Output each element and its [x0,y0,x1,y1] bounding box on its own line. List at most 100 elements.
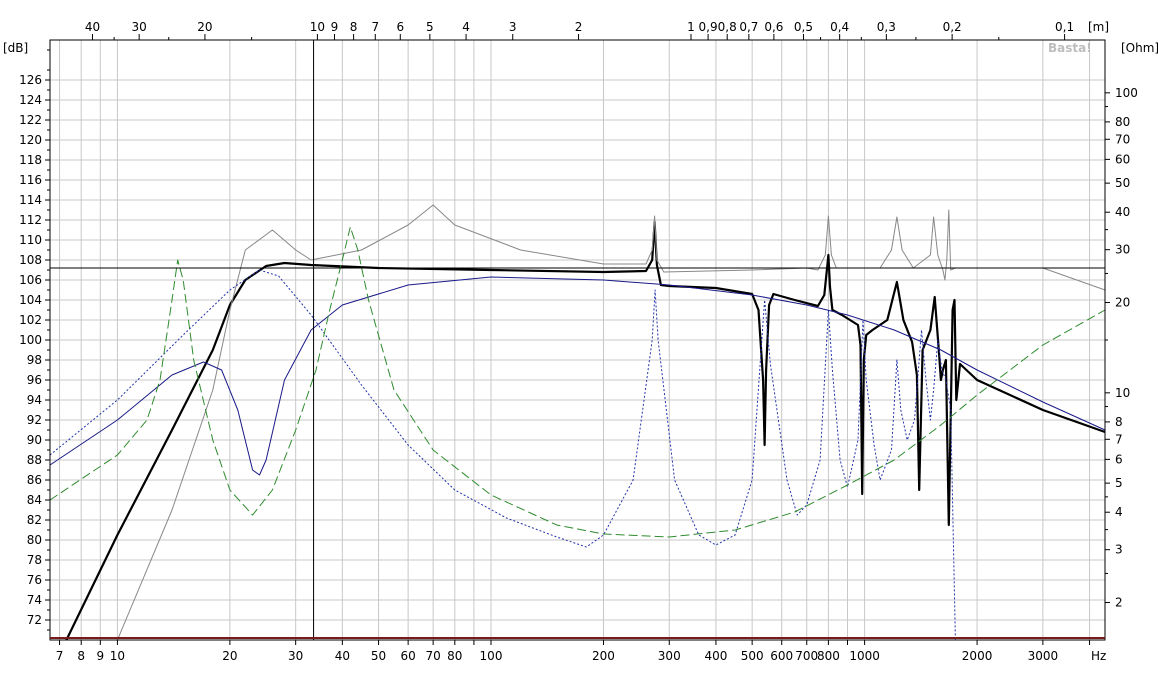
y-tick-label: 106 [19,273,42,287]
series-line-4 [49,269,956,641]
top-tick-label: 2 [575,20,583,34]
x-tick-label: 600 [770,649,793,663]
x-tick-label: 8 [77,649,85,663]
x-tick-label: 9 [97,649,105,663]
x-tick-label: 50 [371,649,386,663]
x-tick-label: 300 [658,649,681,663]
y-tick-label: 84 [27,493,42,507]
y2-tick-label: 3 [1115,543,1123,557]
x-tick-label: 500 [741,649,764,663]
x-tick-label: 200 [592,649,615,663]
y-tick-label: 72 [27,613,42,627]
y2-tick-label: 20 [1115,296,1130,310]
x-tick-label: 700 [795,649,818,663]
y-tick-label: 100 [19,333,42,347]
series-group [49,204,1106,641]
series-line-5 [49,226,1106,538]
y2-tick-label: 100 [1115,86,1138,100]
top-tick-label: 0,1 [1055,20,1074,34]
top-tick-label: 7 [371,20,379,34]
grid [50,40,1105,640]
watermark-text: Basta! [1048,41,1092,55]
x-tick-label: 40 [335,649,350,663]
top-tick-label: 5 [426,20,434,34]
top-tick-label: 6 [396,20,404,34]
y-tick-label: 86 [27,473,42,487]
y2-tick-label: 4 [1115,505,1123,519]
top-tick-label: 0,6 [764,20,783,34]
cursor [50,40,1105,640]
x-tick-label: 80 [447,649,462,663]
y-tick-label: 82 [27,513,42,527]
left-unit-label: [dB] [3,41,28,55]
x-tick-label: 20 [222,649,237,663]
y-tick-label: 108 [19,253,42,267]
y2-tick-label: 30 [1115,243,1130,257]
y-tick-label: 112 [19,213,42,227]
top-tick-label: 20 [197,20,212,34]
top-tick-label: 1 [687,20,695,34]
y-tick-label: 116 [19,173,42,187]
y-tick-label: 92 [27,413,42,427]
top-tick-label: 0,7 [739,20,758,34]
bottom-unit-label: Hz [1091,649,1106,663]
series-line-3 [49,276,1106,476]
y-tick-label: 98 [27,353,42,367]
top-tick-label: 9 [331,20,339,34]
top-tick-label: 0,8 [718,20,737,34]
y-tick-label: 114 [19,193,42,207]
x-tick-label: 800 [817,649,840,663]
y2-tick-label: 10 [1115,386,1130,400]
x-tick-label: 100 [480,649,503,663]
x-tick-label: 1000 [849,649,880,663]
x-tick-label: 70 [426,649,441,663]
right-unit-label: [Ohm] [1121,41,1158,55]
y-tick-label: 122 [19,113,42,127]
y2-tick-label: 80 [1115,115,1130,129]
top-tick-label: 0,2 [943,20,962,34]
y-tick-label: 94 [27,393,42,407]
top-tick-label: 8 [350,20,358,34]
y-tick-label: 80 [27,533,42,547]
x-tick-label: 60 [400,649,415,663]
y2-tick-label: 60 [1115,152,1130,166]
x-tick-label: 400 [704,649,727,663]
y-tick-label: 76 [27,573,42,587]
y-tick-label: 88 [27,453,42,467]
top-tick-label: 0,9 [699,20,718,34]
top-unit-label: [m] [1088,20,1109,34]
y-tick-label: 96 [27,373,42,387]
top-tick-label: 30 [132,20,147,34]
y-tick-label: 120 [19,133,42,147]
y2-tick-label: 2 [1115,596,1123,610]
y-tick-label: 118 [19,153,42,167]
y2-tick-label: 8 [1115,415,1123,429]
x-tick-label: 3000 [1028,649,1059,663]
y2-tick-label: 7 [1115,432,1123,446]
top-tick-label: 10 [310,20,325,34]
y2-tick-label: 70 [1115,132,1130,146]
top-tick-label: 0,3 [877,20,896,34]
y-tick-label: 126 [19,73,42,87]
top-tick-label: 0,5 [794,20,813,34]
axes: 7274767880828486889092949698100102104106… [19,20,1138,663]
x-tick-label: 30 [288,649,303,663]
y-tick-label: 124 [19,93,42,107]
top-tick-label: 3 [509,20,517,34]
y-tick-label: 104 [19,293,42,307]
y-tick-label: 102 [19,313,42,327]
series-line-2 [116,204,1106,641]
y2-tick-label: 6 [1115,452,1123,466]
top-tick-label: 0,4 [830,20,849,34]
top-tick-label: 4 [462,20,470,34]
series-line-1 [65,220,1106,641]
y2-tick-label: 50 [1115,176,1130,190]
y2-tick-label: 40 [1115,205,1130,219]
y-tick-label: 90 [27,433,42,447]
y2-tick-label: 5 [1115,476,1123,490]
y-tick-label: 110 [19,233,42,247]
x-tick-label: 10 [110,649,125,663]
y-tick-label: 78 [27,553,42,567]
